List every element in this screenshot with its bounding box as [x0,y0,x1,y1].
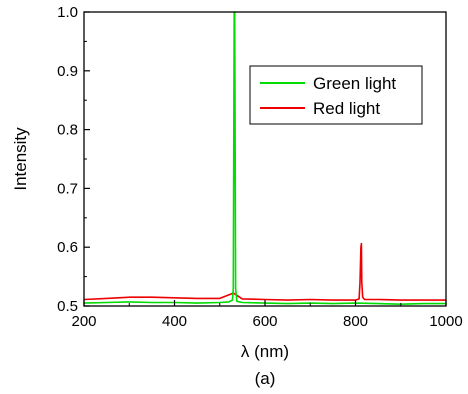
legend: Green light Red light [249,65,423,125]
figure-caption: (a) [255,369,276,388]
legend-label-red-light: Red light [313,99,380,118]
ticks-layer: 200 400 600 800 1000 0.5 0.6 0.7 0.8 0.9 1.0 [57,4,463,330]
x-tick-label: 200 [71,313,96,330]
plot-frame [83,11,447,307]
legend-label-green-light: Green light [313,74,396,93]
y-tick-label: 0.5 [57,298,78,315]
series-layer [83,11,446,306]
x-tick-label: 1000 [429,313,462,330]
x-tick-label: 800 [343,313,368,330]
y-axis-label: Intensity [11,127,30,191]
y-tick-label: 0.6 [57,239,78,256]
legend-box [249,65,423,125]
y-tick-label: 0.9 [57,63,78,80]
y-tick-label: 0.8 [57,122,78,139]
y-tick-label: 0.7 [57,180,78,197]
x-tick-label: 600 [252,313,277,330]
series-line-green-light [83,11,446,306]
x-axis-label: λ (nm) [241,342,289,361]
series-line-red-light [83,242,446,301]
x-tick-label: 400 [162,313,187,330]
y-tick-label: 1.0 [57,4,78,21]
